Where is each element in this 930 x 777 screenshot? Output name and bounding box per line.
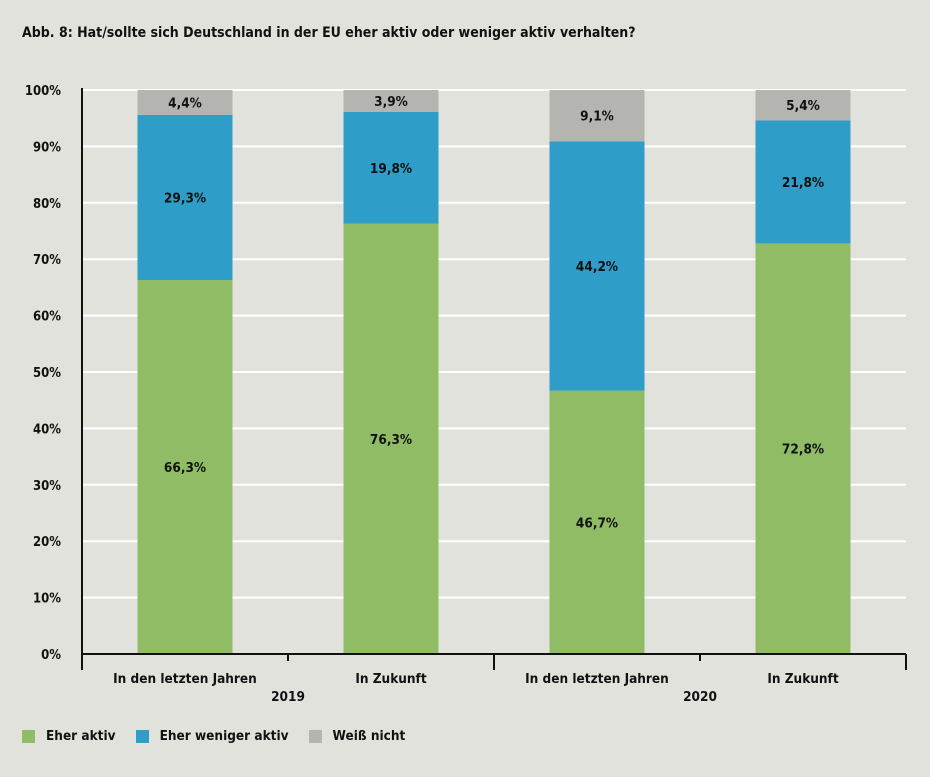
y-tick-label: 50%: [33, 366, 61, 381]
y-tick-label: 0%: [41, 648, 61, 663]
x-group-label: 2020: [683, 689, 717, 705]
x-category-label: In Zukunft: [767, 671, 838, 687]
bar-segment: [755, 243, 851, 654]
bar-segment: [343, 90, 439, 112]
bar-segment: [343, 223, 439, 654]
y-tick-label: 30%: [33, 479, 61, 494]
bar-segment: [549, 390, 645, 654]
legend-swatch-eher-aktiv: [22, 729, 35, 743]
bar-segment: [549, 90, 645, 142]
bar-segment: [755, 120, 851, 244]
legend-swatch-weiss-nicht: [308, 729, 322, 743]
legend-item-eher-aktiv: Eher aktiv: [22, 728, 116, 744]
legend-item-weiss-nicht: Weiß nicht: [308, 728, 406, 744]
bar-segment: [343, 111, 439, 224]
y-tick-label: 70%: [33, 253, 61, 268]
data-label: 3,9%: [374, 94, 408, 110]
y-tick-label: 10%: [33, 592, 61, 607]
bar-segment: [137, 280, 233, 654]
x-category-label: In den letzten Jahren: [525, 671, 669, 687]
y-tick-label: 40%: [33, 422, 61, 437]
y-tick-label: 20%: [33, 535, 61, 550]
data-label: 76,3%: [370, 432, 412, 448]
legend-label-eher-weniger-aktiv: Eher weniger aktiv: [159, 728, 289, 744]
data-label: 21,8%: [782, 175, 824, 191]
legend-label-weiss-nicht: Weiß nicht: [332, 728, 406, 744]
chart-title: Abb. 8: Hat/sollte sich Deutschland in d…: [22, 25, 636, 41]
data-label: 46,7%: [576, 515, 618, 531]
bar-segment: [137, 114, 233, 281]
bar-segment: [137, 90, 233, 115]
y-tick-label: 100%: [25, 84, 61, 99]
data-label: 72,8%: [782, 442, 824, 458]
x-group-label: 2019: [271, 689, 305, 705]
data-label: 5,4%: [786, 98, 820, 114]
legend-item-eher-weniger-aktiv: Eher weniger aktiv: [135, 728, 289, 744]
bar-segment: [549, 141, 645, 391]
y-tick-label: 60%: [33, 310, 61, 325]
legend: Eher aktiv Eher weniger aktiv Weiß nicht: [22, 728, 425, 744]
x-category-label: In Zukunft: [355, 671, 426, 687]
data-label: 44,2%: [576, 259, 618, 275]
legend-swatch-eher-weniger-aktiv: [135, 729, 149, 743]
data-label: 9,1%: [580, 109, 614, 125]
data-label: 4,4%: [168, 95, 202, 111]
data-label: 29,3%: [164, 190, 206, 206]
y-tick-label: 90%: [33, 140, 61, 155]
x-category-label: In den letzten Jahren: [113, 671, 257, 687]
data-label: 19,8%: [370, 161, 412, 177]
legend-label-eher-aktiv: Eher aktiv: [46, 728, 116, 744]
y-tick-label: 80%: [33, 197, 61, 212]
bar-segment: [755, 90, 851, 121]
data-label: 66,3%: [164, 460, 206, 476]
